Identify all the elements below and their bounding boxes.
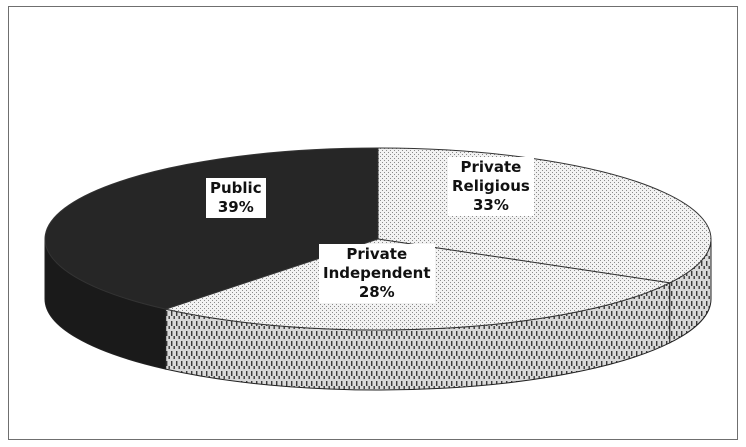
- slice-label-independent-value: 28%: [358, 283, 395, 301]
- slice-label-public-line1: Public: [210, 179, 262, 197]
- slice-label-religious-line1: Private: [460, 158, 522, 176]
- slice-label-religious-line2: Religious: [452, 177, 530, 195]
- slice-label-private-independent: Private Independent 28%: [319, 244, 435, 303]
- slice-label-independent-line2: Independent: [323, 264, 431, 282]
- slice-label-public-value: 39%: [217, 198, 254, 216]
- slice-public: [44, 147, 379, 310]
- slice-label-religious-value: 33%: [472, 196, 509, 214]
- slice-label-public: Public 39%: [206, 178, 266, 218]
- slice-label-independent-line1: Private: [346, 245, 408, 263]
- slice-label-private-religious: Private Religious 33%: [448, 157, 534, 216]
